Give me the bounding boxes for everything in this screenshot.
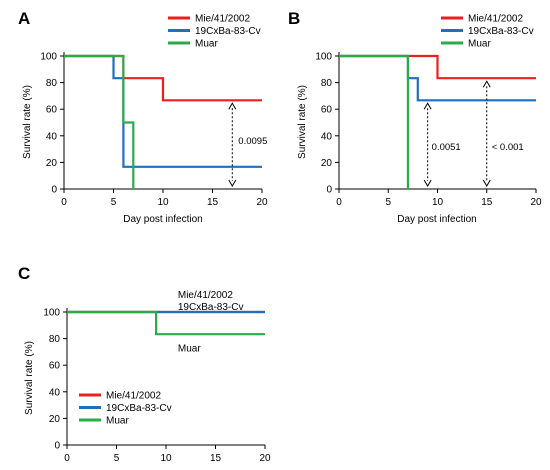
- annotation-arrow-head: [482, 80, 491, 88]
- y-tick-label: 0: [51, 185, 57, 196]
- annotation-arrow-head: [423, 102, 432, 110]
- y-tick-label: 80: [321, 78, 333, 89]
- y-tick-label: 0: [54, 441, 60, 452]
- x-tick-label: 0: [64, 453, 70, 464]
- legend-label: Muar: [106, 416, 129, 427]
- x-tick-label: 0: [336, 197, 342, 208]
- x-axis-title: Day post infection: [397, 214, 477, 225]
- y-tick-label: 100: [43, 308, 60, 319]
- series-line-muar: [64, 54, 135, 189]
- annotation-p-value: < 0.001: [492, 142, 524, 153]
- x-tick-label: 10: [157, 197, 169, 208]
- legend-label: 19CxBa-83-Cv: [468, 26, 534, 37]
- y-tick-label: 20: [49, 414, 61, 425]
- x-tick-label: 10: [160, 453, 172, 464]
- y-tick-label: 60: [49, 361, 61, 372]
- x-tick-label: 20: [256, 197, 268, 208]
- panel-b: B 0 20 40 60 80 100 0 5 10 15 20 Survival rate (%) Da…: [288, 9, 542, 225]
- y-tick-label: 100: [40, 52, 57, 63]
- x-tick-label: 20: [259, 453, 271, 464]
- annotation-arrow-head: [423, 179, 432, 187]
- panel-letter: C: [18, 264, 30, 283]
- legend-label: Muar: [195, 39, 218, 50]
- x-tick-label: 5: [114, 453, 120, 464]
- x-tick-label: 20: [530, 197, 542, 208]
- annotation-p-value: 0.0051: [432, 142, 461, 153]
- y-tick-label: 40: [49, 387, 61, 398]
- x-tick-label: 15: [481, 197, 493, 208]
- y-tick-label: 40: [321, 131, 333, 142]
- line-label: Muar: [178, 343, 201, 354]
- legend-label: Mie/41/2002: [195, 14, 250, 25]
- x-tick-label: 5: [385, 197, 391, 208]
- line-label: 19CxBa-83-Cv: [178, 302, 244, 313]
- y-tick-label: 60: [46, 105, 58, 116]
- x-tick-label: 15: [210, 453, 222, 464]
- panel-letter: A: [18, 9, 30, 28]
- y-axis-title: Survival rate (%): [24, 341, 35, 415]
- x-axis-title: Day post infection: [123, 214, 203, 225]
- panel-c: C 0 20 40 60 80 100 0 5 10 15 20 Survival rate (%) Mi…: [18, 264, 271, 464]
- series-line-muar: [67, 310, 265, 336]
- y-tick-label: 80: [46, 78, 58, 89]
- y-tick-label: 20: [321, 158, 333, 169]
- panel-letter: B: [288, 9, 300, 28]
- y-tick-label: 0: [326, 185, 332, 196]
- y-tick-label: 60: [321, 105, 333, 116]
- y-tick-label: 20: [46, 158, 58, 169]
- legend-label: Muar: [468, 39, 491, 50]
- y-axis-title: Survival rate (%): [297, 85, 308, 159]
- line-label: Mie/41/2002: [178, 290, 233, 301]
- y-tick-label: 80: [49, 334, 61, 345]
- x-tick-label: 0: [61, 197, 67, 208]
- annotation-arrow-head: [228, 179, 237, 187]
- annotation-arrow-head: [482, 179, 491, 187]
- y-tick-label: 100: [315, 52, 332, 63]
- x-tick-label: 10: [432, 197, 444, 208]
- panel-a: A 0 20 40 60 80 100 0 5 10 15 20 Survival rate (%) Da…: [18, 9, 268, 225]
- y-tick-label: 40: [46, 131, 58, 142]
- legend-label: 19CxBa-83-Cv: [195, 26, 261, 37]
- legend-label: Mie/41/2002: [468, 14, 523, 25]
- series-line-mie-41-2002: [339, 54, 536, 80]
- annotation-arrow-head: [228, 102, 237, 110]
- legend-label: Mie/41/2002: [106, 391, 161, 402]
- annotation-p-value: 0.0095: [238, 136, 267, 147]
- x-tick-label: 5: [111, 197, 117, 208]
- legend-label: 19CxBa-83-Cv: [106, 403, 172, 414]
- series-line-mie-41-2002: [64, 54, 262, 102]
- y-axis-title: Survival rate (%): [22, 85, 33, 159]
- x-tick-label: 15: [207, 197, 219, 208]
- series-line-muar: [339, 54, 410, 189]
